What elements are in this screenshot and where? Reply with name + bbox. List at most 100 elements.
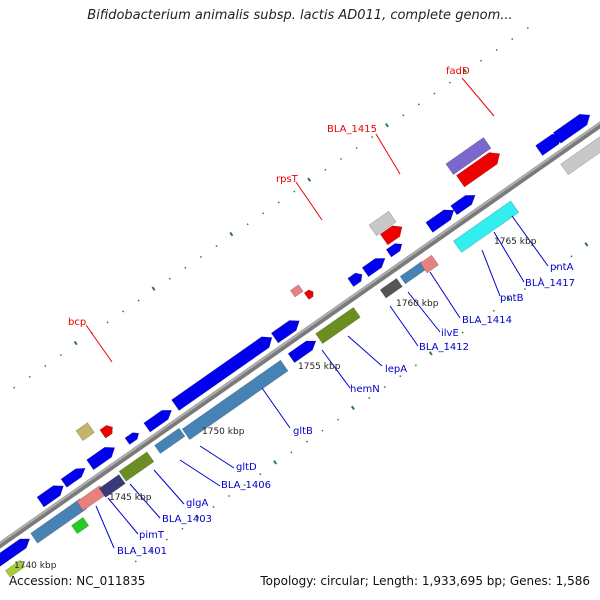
gene-feature[interactable] (379, 222, 405, 246)
kbp-mark: 1755 kbp (298, 362, 341, 372)
gene-feature[interactable] (124, 430, 141, 445)
tick-mark (134, 560, 137, 563)
gene-feature[interactable] (315, 306, 361, 345)
gene-label[interactable]: BLA_1406 (221, 480, 271, 491)
gene-feature[interactable] (171, 332, 276, 411)
forward-gene-labels: BLA_1401 pimT BLA_1403 glgA BLA_1406 glt… (117, 262, 575, 557)
gene-label[interactable]: hemN (350, 384, 380, 395)
kbp-mark: 1745 kbp (109, 493, 152, 503)
tick-mark (324, 168, 327, 171)
tick-mark (184, 266, 187, 269)
gene-label[interactable]: pimT (139, 530, 165, 541)
gene-feature[interactable] (289, 284, 304, 298)
gene-feature[interactable] (181, 359, 289, 441)
gene-feature[interactable] (379, 277, 403, 299)
gene-feature[interactable] (368, 210, 397, 237)
gene-feature[interactable] (0, 534, 33, 567)
gene-label[interactable]: BLA_1417 (525, 278, 575, 289)
tick-mark (59, 353, 62, 357)
tick-mark (402, 114, 405, 117)
gene-feature[interactable] (560, 129, 600, 176)
reverse-gene-labels: bcp rpsT BLA_1415 fadD (68, 66, 470, 328)
gene-feature[interactable] (86, 443, 118, 471)
gene-label[interactable]: glgA (186, 498, 208, 509)
gene-feature[interactable] (60, 464, 88, 488)
tick-mark (106, 321, 109, 324)
gene-feature[interactable] (154, 427, 186, 454)
gene-feature[interactable] (287, 336, 319, 364)
leader-line (511, 215, 549, 267)
leader-line (429, 271, 461, 319)
gene-label[interactable]: pntB (500, 293, 524, 304)
accession-text: Accession: NC_011835 (9, 574, 146, 588)
tick-mark (417, 103, 420, 106)
gene-label[interactable]: gltD (236, 462, 257, 473)
gene-feature[interactable] (445, 137, 492, 175)
map-title: Bifidobacterium animalis subsp. lactis A… (87, 8, 513, 23)
gene-feature[interactable] (4, 559, 26, 578)
tick-mark (526, 27, 529, 30)
gene-feature[interactable] (36, 481, 67, 508)
gene-feature[interactable] (453, 200, 520, 253)
tick-mark (368, 396, 371, 399)
tick-mark (355, 146, 358, 150)
gene-feature[interactable] (118, 451, 155, 482)
gene-feature[interactable] (98, 474, 126, 498)
gene-feature[interactable] (75, 422, 95, 442)
gene-feature[interactable] (419, 254, 439, 274)
gene-feature[interactable] (71, 517, 90, 535)
gene-label[interactable]: BLA_1414 (462, 315, 512, 326)
gene-label[interactable]: pntA (550, 262, 574, 273)
tick-mark (385, 122, 389, 128)
label-leader-lines (85, 77, 549, 549)
gene-label[interactable]: lepA (385, 364, 407, 375)
tick-mark (523, 287, 526, 291)
gene-features (0, 110, 600, 578)
leader-line (347, 335, 383, 367)
gene-feature[interactable] (552, 110, 593, 144)
gene-feature[interactable] (425, 205, 457, 233)
tick-mark (350, 405, 355, 411)
gene-label[interactable]: fadD (446, 66, 470, 77)
gene-label[interactable]: rpsT (276, 174, 299, 185)
gene-feature[interactable] (30, 498, 88, 544)
leader-line (461, 77, 495, 117)
gene-feature[interactable] (450, 191, 479, 216)
gene-feature[interactable] (347, 270, 365, 287)
tick-mark (383, 386, 386, 389)
gene-label[interactable]: gltB (293, 426, 313, 437)
tick-mark (337, 418, 340, 421)
tick-mark (212, 505, 215, 508)
leader-line (153, 469, 185, 505)
tick-mark (445, 342, 449, 345)
gene-label[interactable]: ilvE (441, 328, 459, 339)
leader-line (95, 505, 115, 549)
tick-mark (199, 255, 202, 258)
gene-label[interactable]: BLA_1415 (327, 124, 377, 135)
genome-backbone (0, 121, 600, 549)
gene-label[interactable]: BLA_1412 (419, 342, 469, 353)
coordinate-ticks (13, 27, 589, 563)
gene-feature[interactable] (385, 240, 404, 258)
gene-label[interactable]: bcp (68, 317, 86, 328)
gene-feature[interactable] (455, 148, 503, 188)
tick-mark (137, 299, 140, 302)
leader-line (321, 349, 351, 389)
gene-label[interactable]: BLA_1401 (117, 546, 167, 557)
gene-feature[interactable] (99, 423, 116, 439)
genome-summary-text: Topology: circular; Length: 1,933,695 bp… (260, 574, 590, 588)
tick-mark (262, 212, 265, 215)
gene-feature[interactable] (270, 316, 302, 344)
gene-feature[interactable] (143, 406, 175, 433)
tick-mark (168, 277, 171, 280)
tick-mark (399, 375, 402, 378)
kbp-mark: 1750 kbp (202, 427, 245, 437)
gene-feature[interactable] (361, 254, 388, 278)
tick-mark (448, 81, 452, 84)
tick-mark (165, 538, 168, 541)
gene-feature[interactable] (303, 288, 315, 300)
leader-line (493, 231, 525, 283)
tick-mark (215, 245, 218, 248)
gene-label[interactable]: BLA_1403 (162, 514, 212, 525)
